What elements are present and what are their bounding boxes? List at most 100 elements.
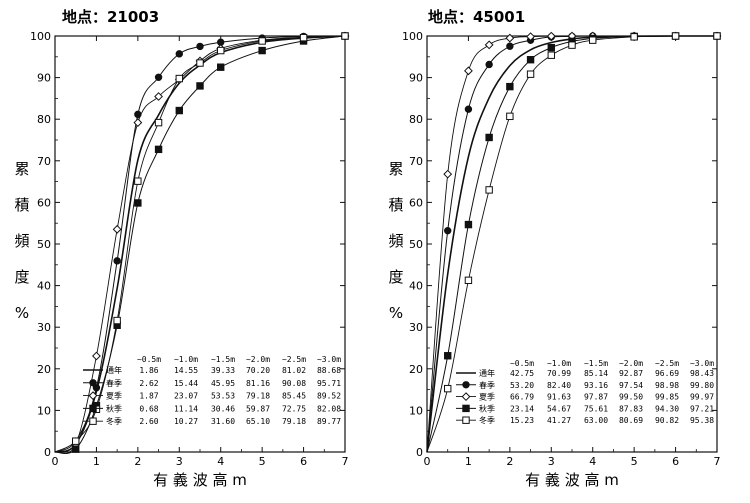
legend-marker — [89, 417, 97, 425]
data-point — [134, 177, 142, 185]
table-cell: 39.33 — [211, 366, 235, 375]
y-axis-label-char: 累 — [388, 160, 403, 178]
data-point — [713, 32, 721, 40]
y-axis-label-char: 積 — [388, 196, 403, 214]
table-cell: 85.14 — [584, 369, 608, 378]
x-tick-label: 1 — [93, 455, 100, 468]
data-point — [547, 43, 555, 52]
data-point — [443, 169, 453, 179]
table-header: ~1.0m — [547, 359, 571, 368]
legend-marker — [88, 391, 98, 401]
x-tick-label: 4 — [589, 455, 596, 468]
data-point — [568, 41, 576, 49]
data-point — [547, 51, 555, 59]
x-tick-label: 6 — [672, 455, 679, 468]
x-tick-label: 7 — [714, 455, 721, 468]
legend-label: 通年 — [479, 368, 495, 378]
table-cell: 45.95 — [211, 379, 235, 388]
data-point — [526, 32, 535, 42]
y-tick-label: 40 — [37, 280, 51, 293]
data-point — [589, 36, 597, 44]
table-header: ~3.0m — [690, 359, 714, 368]
x-tick-label: 2 — [506, 455, 513, 468]
x-tick-label: 0 — [424, 455, 431, 468]
table-cell: 66.79 — [510, 393, 534, 402]
x-tick-label: 5 — [631, 455, 638, 468]
legend-marker — [462, 381, 470, 389]
table-cell: 99.97 — [690, 393, 714, 402]
legend-marker — [461, 392, 471, 402]
legend-label: 通年 — [106, 365, 122, 375]
table-cell: 90.08 — [282, 379, 306, 388]
data-point — [485, 186, 493, 194]
table-cell: 14.55 — [174, 366, 198, 375]
data-point — [175, 74, 183, 83]
legend-label: 春季 — [106, 378, 122, 388]
data-point — [505, 33, 515, 43]
table-cell: 95.38 — [690, 416, 714, 425]
table-header: ~2.0m — [246, 355, 270, 364]
y-axis-label-char: % — [389, 304, 403, 322]
table-cell: 92.87 — [619, 369, 643, 378]
series — [426, 32, 721, 453]
data-point — [72, 437, 80, 445]
data-point — [526, 56, 535, 64]
data-point — [133, 118, 143, 128]
data-point — [196, 42, 204, 51]
y-axis-label-char: 度 — [388, 268, 403, 286]
legend-marker — [462, 416, 470, 424]
x-tick-label: 3 — [548, 455, 555, 468]
table-cell: 89.77 — [317, 417, 341, 426]
data-table: ~0.5m ~1.0m ~1.5m ~2.0m ~2.5m ~3.0m 通年 42.75 70.… — [456, 359, 714, 425]
data-point — [485, 133, 493, 142]
x-tick-label: 0 — [52, 455, 59, 468]
y-tick-label: 50 — [409, 238, 423, 251]
data-point — [134, 199, 142, 207]
table-cell: 23.07 — [174, 392, 198, 401]
data-point — [217, 46, 225, 55]
data-point — [154, 92, 163, 101]
data-point — [444, 226, 452, 235]
legend-label: 夏季 — [106, 391, 122, 401]
table-header: ~1.5m — [211, 355, 235, 364]
legend-marker — [89, 404, 97, 413]
table-header: ~2.0m — [619, 359, 643, 368]
table-cell: 41.27 — [547, 416, 571, 425]
legend-label: 夏季 — [479, 392, 495, 402]
chart-title: 地点：21003 — [62, 8, 159, 26]
data-table: ~0.5m ~1.0m ~1.5m ~2.0m ~2.5m ~3.0m 通年 1.86 14.5… — [83, 355, 341, 426]
table-cell: 99.85 — [655, 393, 679, 402]
table-cell: 31.60 — [211, 417, 235, 426]
table-cell: 87.83 — [619, 404, 643, 413]
data-point — [299, 33, 308, 42]
data-point — [506, 82, 514, 91]
data-point — [526, 70, 535, 78]
y-axis-label-char: 積 — [14, 196, 29, 214]
table-cell: 94.30 — [655, 404, 679, 413]
y-tick-label: 10 — [37, 404, 51, 417]
table-header: ~3.0m — [317, 355, 341, 364]
data-point — [444, 352, 452, 360]
y-tick-label: 90 — [37, 72, 51, 85]
legend-marker — [462, 404, 470, 413]
table-cell: 42.75 — [510, 369, 534, 378]
table-cell: 65.10 — [246, 417, 270, 426]
data-point — [444, 384, 452, 393]
y-tick-label: 30 — [409, 321, 423, 334]
data-point — [464, 276, 473, 285]
table-header: ~2.5m — [655, 359, 679, 368]
table-cell: 85.45 — [282, 392, 306, 401]
table-cell: 53.53 — [211, 392, 235, 401]
table-cell: 97.21 — [690, 404, 714, 413]
y-tick-label: 20 — [409, 363, 423, 376]
data-point — [113, 257, 121, 265]
data-point — [175, 50, 183, 58]
table-cell: 59.87 — [246, 404, 270, 413]
data-point — [258, 46, 266, 55]
table-header: ~0.5m — [137, 355, 161, 364]
data-point — [154, 118, 163, 127]
data-point — [92, 351, 101, 361]
